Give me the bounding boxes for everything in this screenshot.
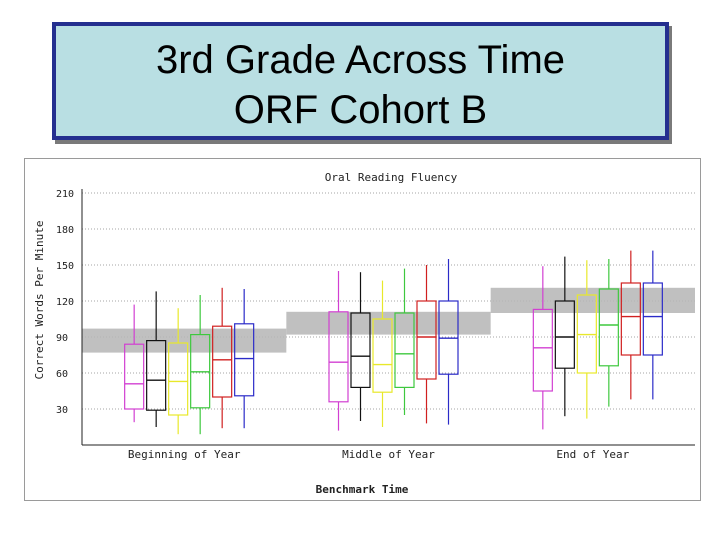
box-body xyxy=(620,282,641,356)
box-plot xyxy=(554,256,575,417)
box-body xyxy=(554,300,575,369)
y-tick-label: 60 xyxy=(56,369,68,380)
box-body xyxy=(416,300,437,380)
y-tick-label: 90 xyxy=(56,333,68,344)
y-axis-label: Correct Words Per Minute xyxy=(33,221,46,380)
y-tick-label: 150 xyxy=(56,261,74,272)
slide-title-line-1: 3rd Grade Across Time xyxy=(155,38,566,82)
tick-labels: 30 60 90 120 150 180 210 Beginning of Year Middl… xyxy=(56,189,630,461)
benchmark-band xyxy=(286,311,491,335)
box-plot xyxy=(372,280,393,427)
boxplot-chart: Oral Reading Fluency Correct Words Per M… xyxy=(33,171,695,496)
box-plot xyxy=(212,287,233,429)
y-tick-label: 30 xyxy=(56,405,68,416)
x-tick-label: Middle of Year xyxy=(342,448,435,461)
box-plot xyxy=(438,259,459,425)
box-plot xyxy=(328,271,349,431)
box-plot xyxy=(532,266,553,430)
box-plot xyxy=(350,272,371,421)
box-body xyxy=(124,343,145,410)
box-body xyxy=(642,282,663,356)
box-body xyxy=(532,308,553,392)
x-tick-label: End of Year xyxy=(556,448,629,461)
box-plot xyxy=(146,291,167,427)
box-plot xyxy=(576,260,597,419)
slide-title-line-2: ORF Cohort B xyxy=(233,88,488,132)
chart-frame: Oral Reading Fluency Correct Words Per M… xyxy=(24,158,701,501)
box-plot xyxy=(168,308,189,435)
box-body xyxy=(168,342,189,416)
benchmark-band xyxy=(490,287,695,313)
box-body xyxy=(328,311,349,403)
slide-title-box: 3rd Grade Across Time ORF Cohort B xyxy=(52,22,669,140)
box-plot xyxy=(642,250,663,400)
box-body xyxy=(372,318,393,393)
x-tick-label: Beginning of Year xyxy=(128,448,241,461)
box-plot xyxy=(416,265,437,424)
box-body xyxy=(598,288,619,367)
box-plot xyxy=(234,289,255,429)
chart-title: Oral Reading Fluency xyxy=(325,171,458,184)
box-plot xyxy=(394,268,415,415)
box-body xyxy=(394,312,415,389)
box-body xyxy=(234,323,255,397)
x-axis-label: Benchmark Time xyxy=(316,483,409,496)
box-body xyxy=(146,340,167,411)
y-tick-label: 180 xyxy=(56,225,74,236)
benchmark-band xyxy=(82,328,287,353)
box-body xyxy=(212,325,233,398)
box-plot xyxy=(598,259,619,407)
axes xyxy=(81,189,695,446)
box-plot xyxy=(124,304,145,423)
box-body xyxy=(350,312,371,389)
box-plot xyxy=(620,250,641,400)
benchmark-bands xyxy=(82,287,695,353)
box-plot xyxy=(190,295,211,435)
y-tick-label: 210 xyxy=(56,189,74,200)
y-tick-label: 120 xyxy=(56,297,74,308)
box-series xyxy=(124,250,663,435)
